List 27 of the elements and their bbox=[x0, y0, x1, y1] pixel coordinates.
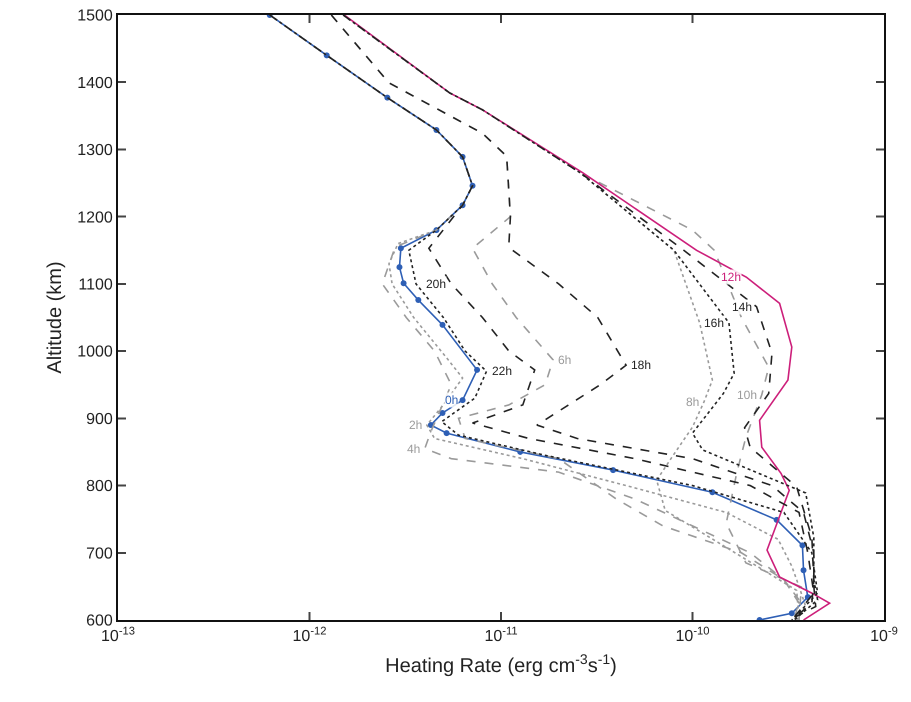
x-tick-label: 10$^{-10}$ bbox=[676, 625, 710, 646]
y-tick-label: 700 bbox=[86, 545, 113, 562]
y-tick-label: 1300 bbox=[77, 142, 113, 160]
y-tick-label: 1500 bbox=[77, 8, 113, 25]
y-tick-label: 1400 bbox=[77, 74, 113, 92]
annotation: 4h bbox=[407, 442, 420, 456]
x-tick-label: 10$^{-12}$ bbox=[292, 625, 326, 646]
annotation: 14h bbox=[732, 300, 752, 314]
annotation: 18h bbox=[631, 358, 652, 372]
annotation: 2h bbox=[409, 418, 422, 432]
annotation: 6h bbox=[558, 353, 572, 367]
y-tick-label: 800 bbox=[86, 478, 113, 496]
y-tick-label: 1000 bbox=[77, 344, 113, 361]
x-tick-label: 10$^{-9}$ bbox=[870, 625, 898, 646]
annotation: 0h bbox=[445, 393, 458, 407]
x-tick-label: 10$^{-11}$ bbox=[484, 625, 518, 646]
y-tick-label: 1100 bbox=[78, 276, 113, 294]
annotation: 12h bbox=[721, 270, 742, 284]
y-tick-label: 1200 bbox=[77, 209, 113, 226]
annotation: 16h bbox=[704, 316, 724, 330]
annotation: 8h bbox=[686, 395, 700, 409]
annotation: 10h bbox=[737, 388, 758, 402]
y-tick-label: 900 bbox=[86, 410, 113, 428]
y-axis-title: Altitude (km) bbox=[44, 261, 66, 374]
annotation: 22h bbox=[492, 364, 512, 378]
x-axis-title: Heating Rate (erg cm$^{-3}$s$^{-1}$) bbox=[385, 650, 617, 678]
annotation: 20h bbox=[426, 277, 446, 291]
